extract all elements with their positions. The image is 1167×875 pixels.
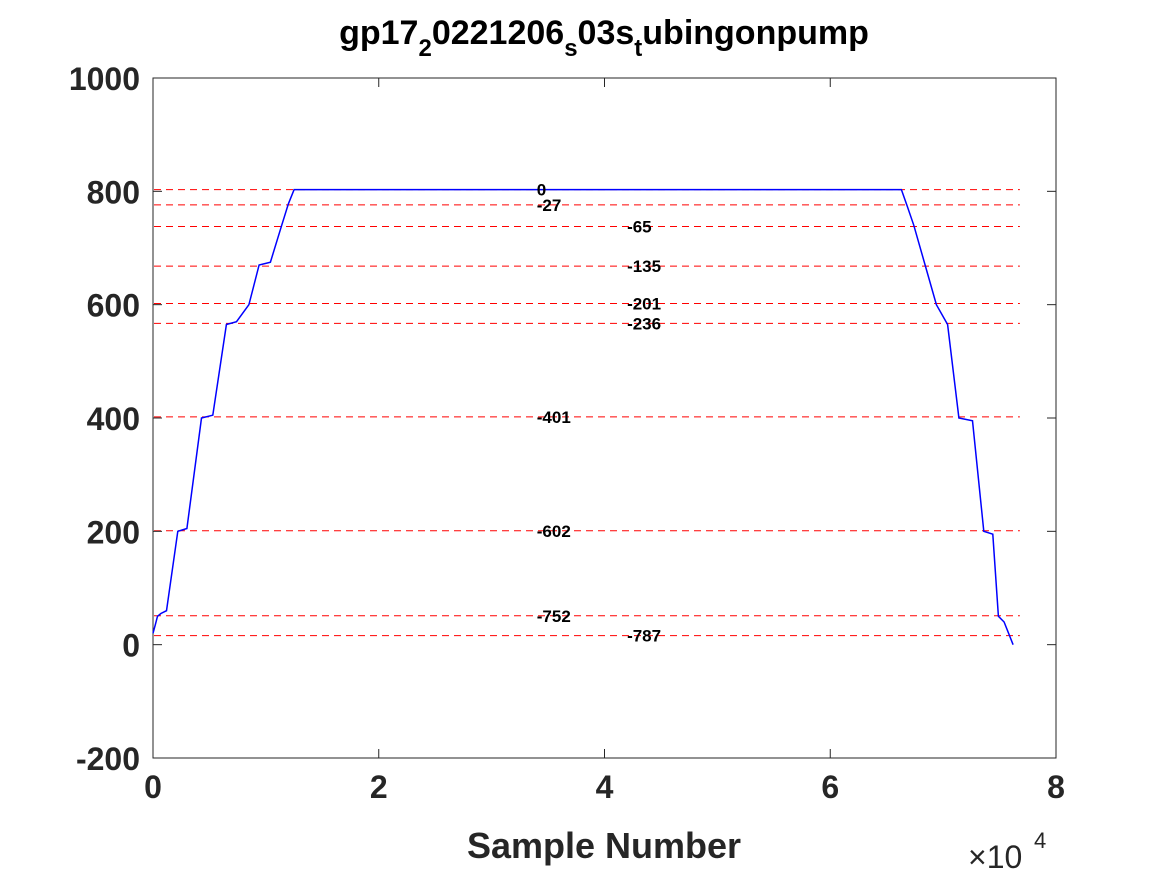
reference-line-label: -752: [537, 607, 571, 626]
reference-line-label: -65: [627, 217, 652, 236]
reference-lines: [154, 189, 1020, 637]
reference-line-label: -236: [627, 314, 661, 333]
reference-line-label: -602: [537, 522, 571, 541]
y-tick-labels: -200 0 200 400 600 800 1000: [69, 61, 140, 777]
x-tick-label: 8: [1047, 769, 1065, 805]
y-tick-label: 600: [87, 288, 140, 324]
axes-box: [152, 77, 1057, 759]
reference-line-label: 0: [537, 181, 546, 200]
x-tick-labels: 0 2 4 6 8: [144, 769, 1065, 805]
reference-labels: 0-27 -65 -135 -201-236 -401 -602 -752 -787: [537, 181, 661, 646]
y-tick-label: -200: [76, 741, 140, 777]
data-series-line: [152, 188, 1014, 645]
title-subscript: 2: [418, 35, 431, 62]
chart-title: gp1720221206s03stubingonpump: [339, 14, 869, 62]
reference-line-label: -135: [627, 257, 661, 276]
x-exponent-base: ×10: [968, 839, 1022, 875]
title-segment: 0221206: [432, 14, 564, 52]
title-segment: gp17: [339, 14, 418, 52]
plot-area: [152, 77, 1057, 759]
reference-line-label: -401: [537, 408, 571, 427]
x-exponent-power: 4: [1034, 828, 1046, 853]
y-tick-label: 200: [87, 514, 140, 550]
title-subscript: s: [564, 35, 577, 62]
x-tick-label: 4: [596, 769, 614, 805]
reference-line-label: -787: [627, 627, 661, 646]
reference-line-label: -201: [627, 295, 661, 314]
reference-line-label: -27: [537, 196, 562, 215]
x-tick-label: 0: [144, 769, 162, 805]
title-subscript: t: [634, 35, 642, 62]
y-tick-label: 800: [87, 174, 140, 210]
y-tick-label: 0: [122, 628, 140, 664]
x-axis-label: Sample Number: [467, 825, 741, 866]
title-segment: 03s: [578, 14, 635, 52]
y-tick-label: 400: [87, 401, 140, 437]
y-tick-label: 1000: [69, 61, 140, 97]
series-layer: [152, 188, 1014, 645]
x-exponent: ×10 4: [968, 828, 1046, 875]
x-tick-label: 2: [370, 769, 388, 805]
x-tick-label: 6: [821, 769, 839, 805]
title-segment: ubingonpump: [642, 14, 869, 52]
axis-ticks: [152, 77, 1057, 759]
